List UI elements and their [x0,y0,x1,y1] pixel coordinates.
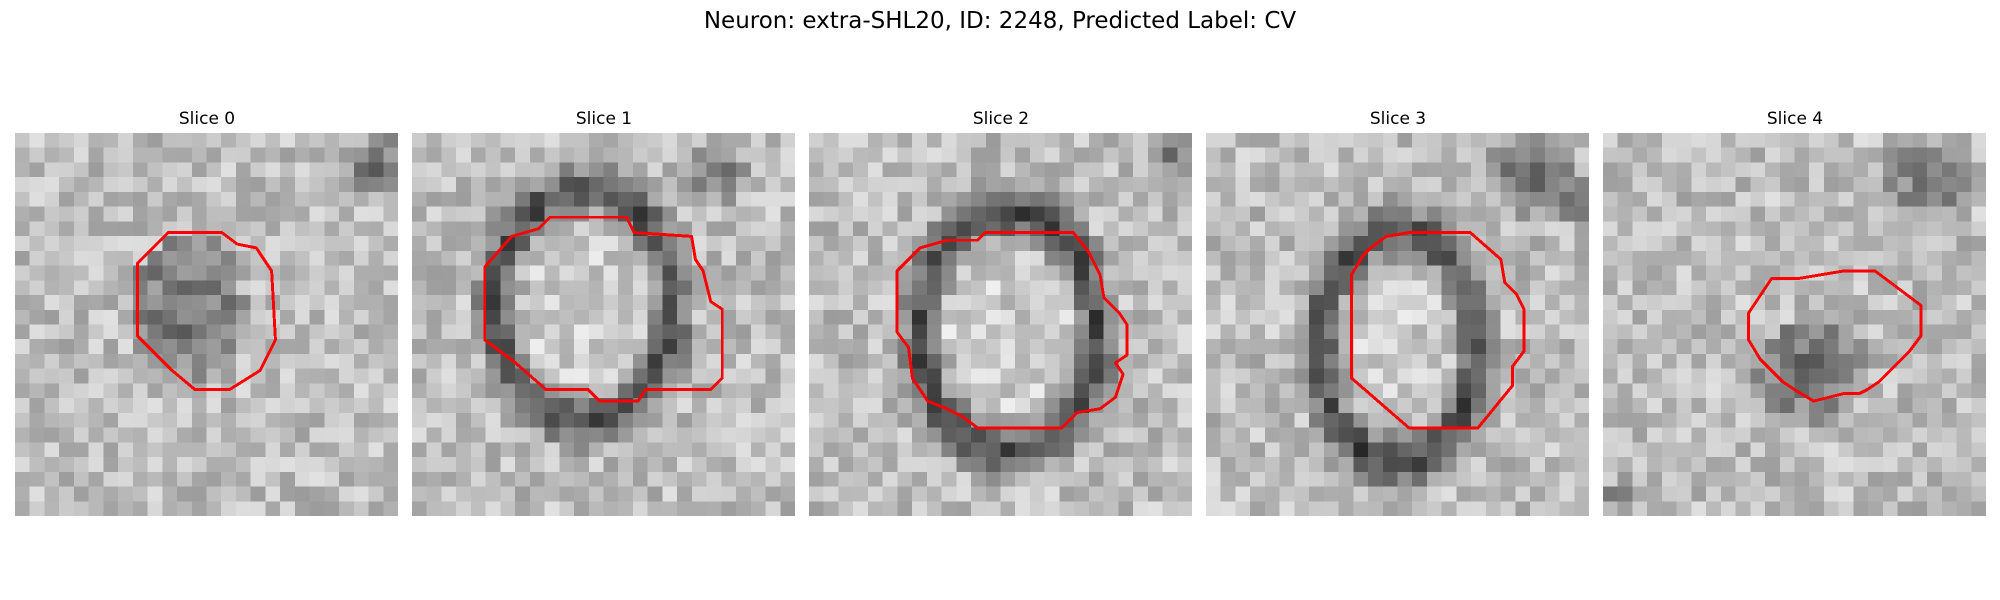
segmentation-outline [895,231,1129,430]
slice-panel-3: Slice 3 [1206,108,1590,516]
slice-panel-0: Slice 0 [15,108,399,516]
segmentation-outline [136,231,277,392]
slice-title: Slice 3 [1369,109,1427,129]
segmentation-outline [1350,231,1526,430]
em-slice-image [412,133,795,516]
slice-title: Slice 1 [575,109,633,129]
segmentation-outline [1747,269,1923,403]
slice-title: Slice 2 [972,109,1030,129]
slice-panel-2: Slice 2 [809,108,1193,516]
slice-title: Slice 0 [178,109,236,129]
em-slice-image [15,133,398,516]
slice-panel-1: Slice 1 [412,108,796,516]
segmentation-outline [483,215,724,403]
figure-title: Neuron: extra-SHL20, ID: 2248, Predicted… [703,8,1297,34]
slice-title: Slice 4 [1766,109,1824,129]
em-slice-image [1603,133,1986,516]
slice-panel-4: Slice 4 [1603,108,1987,516]
em-slice-image [1206,133,1589,516]
em-slice-image [809,133,1192,516]
